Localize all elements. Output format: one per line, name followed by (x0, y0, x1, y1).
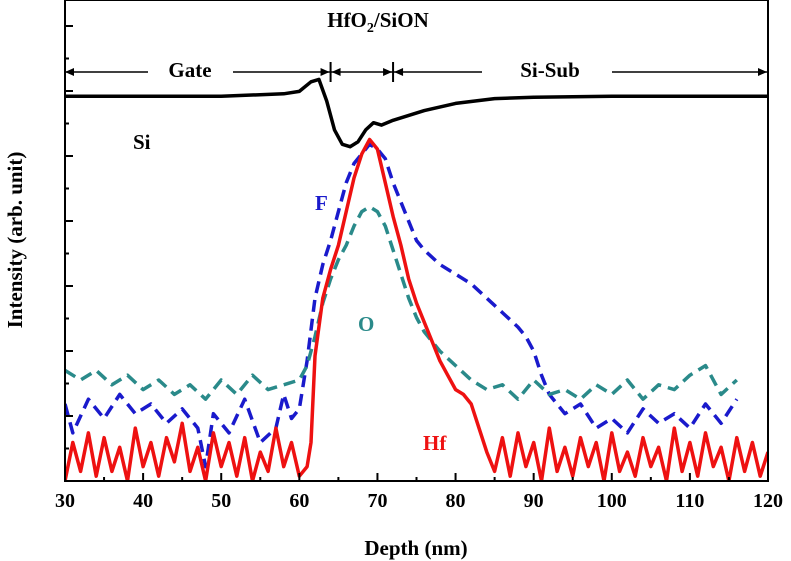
header-label: HfO2/SiON (327, 8, 429, 36)
header-label-subscript: 2 (367, 21, 374, 36)
series-line-hf (65, 137, 768, 481)
substrate-arrow-right (758, 68, 767, 76)
interface-arrow-right (383, 68, 393, 76)
axis-layer: 30 40 50 60 70 80 90 100 110 120 (55, 25, 783, 512)
x-tick-label: 120 (753, 490, 783, 512)
x-tick-label: 100 (597, 490, 627, 512)
y-axis-label: Intensity (arb. unit) (3, 152, 27, 329)
x-tick-label: 30 (55, 490, 75, 512)
interface-arrow-left (331, 68, 341, 76)
x-tick-label: 60 (289, 490, 309, 512)
gate-region-label: Gate (168, 58, 211, 82)
series-line-o (65, 205, 738, 401)
series-layer (65, 77, 768, 481)
substrate-arrow-left (394, 68, 404, 76)
region-annotations (65, 62, 768, 82)
series-label-hf: Hf (423, 431, 447, 455)
series-line-si (65, 77, 768, 149)
x-tick-label: 90 (524, 490, 544, 512)
series-label-si: Si (133, 130, 151, 154)
x-tick-label: 50 (211, 490, 231, 512)
gate-arrow-left (65, 68, 74, 76)
x-tick-label: 40 (133, 490, 153, 512)
x-tick-label: 80 (446, 490, 466, 512)
gate-arrow-right (320, 68, 330, 76)
x-tick-label: 70 (367, 490, 387, 512)
series-line-f (65, 142, 739, 469)
series-label-f: F (315, 191, 328, 215)
header-label-rest: /SiON (373, 8, 429, 32)
header-label-main: HfO (327, 8, 367, 32)
substrate-region-label: Si-Sub (520, 58, 580, 82)
x-tick-label: 110 (675, 490, 704, 512)
x-axis-label: Depth (nm) (364, 536, 467, 560)
series-label-o: O (358, 312, 374, 336)
